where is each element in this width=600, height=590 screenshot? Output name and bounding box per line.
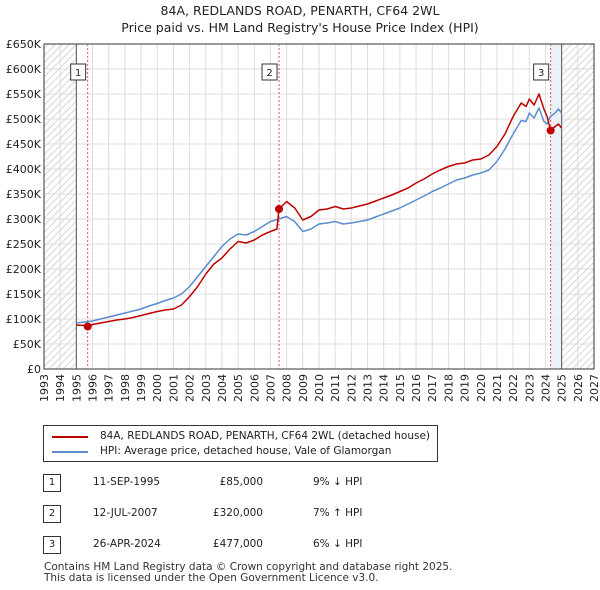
- x-tick-label: 2004: [216, 374, 229, 402]
- x-tick-label: 2008: [281, 374, 294, 402]
- y-tick-label: £550K: [6, 88, 42, 101]
- x-tick-label: 2005: [232, 374, 245, 402]
- legend-label-hpi: HPI: Average price, detached house, Vale…: [100, 445, 392, 457]
- x-tick-label: 2024: [539, 374, 552, 402]
- y-tick-label: £650K: [6, 38, 42, 51]
- y-tick-label: £300K: [6, 213, 42, 226]
- transaction-label-box: [70, 63, 87, 81]
- x-tick-label: 2011: [329, 374, 342, 402]
- x-tick-label: 2009: [297, 374, 310, 402]
- x-tick-label: 2018: [442, 374, 455, 402]
- legend: 84A, REDLANDS ROAD, PENARTH, CF64 2WL (d…: [43, 425, 438, 462]
- x-tick-label: 1998: [119, 374, 132, 402]
- property-series-line: [76, 93, 563, 328]
- x-tick-label: 2003: [200, 374, 213, 402]
- y-tick-label: £150K: [6, 288, 42, 301]
- transaction-date: 11-SEP-1995: [93, 476, 161, 488]
- transaction-hpi: 9% ↓ HPI: [313, 476, 363, 488]
- transaction-marker: [83, 322, 92, 331]
- x-tick-label: 2021: [491, 374, 504, 402]
- footer-copyright: Contains HM Land Registry data © Crown c…: [44, 561, 453, 573]
- chart-title: 84A, REDLANDS ROAD, PENARTH, CF64 2WL: [160, 3, 440, 18]
- transaction-number: 1: [43, 474, 61, 492]
- x-tick-label: 2014: [378, 374, 391, 402]
- y-tick-label: £250K: [6, 238, 42, 251]
- x-tick-label: 1999: [135, 374, 148, 402]
- y-tick-label: £200K: [6, 263, 42, 276]
- y-tick-label: £450K: [6, 138, 42, 151]
- transaction-label: 3: [538, 68, 544, 79]
- transaction-number: 2: [43, 505, 61, 523]
- chart-subtitle: Price paid vs. HM Land Registry's House …: [121, 20, 479, 35]
- x-tick-label: 1996: [87, 374, 100, 402]
- transaction-label-box: [533, 63, 550, 81]
- x-tick-label: 2017: [426, 374, 439, 402]
- x-tick-label: 2025: [556, 374, 569, 402]
- transaction-marker: [546, 126, 555, 135]
- x-tick-label: 2023: [523, 374, 536, 402]
- x-tick-label: 2022: [507, 374, 520, 402]
- x-tick-label: 2002: [184, 374, 197, 402]
- legend-swatch-property: [52, 436, 88, 438]
- transaction-hpi: 7% ↑ HPI: [313, 507, 363, 519]
- x-tick-label: 2019: [459, 374, 472, 402]
- x-tick-label: 2020: [475, 374, 488, 402]
- x-tick-label: 2012: [345, 374, 358, 402]
- x-tick-label: 1993: [38, 374, 51, 402]
- x-tick-label: 1997: [103, 374, 116, 402]
- x-tick-label: 1995: [70, 374, 83, 402]
- transaction-hpi: 6% ↓ HPI: [313, 538, 363, 550]
- x-tick-label: 2015: [394, 374, 407, 402]
- y-tick-label: £500K: [6, 113, 42, 126]
- x-tick-label: 1994: [54, 374, 67, 402]
- y-tick-label: £100K: [6, 313, 42, 326]
- legend-label-property: 84A, REDLANDS ROAD, PENARTH, CF64 2WL (d…: [100, 430, 431, 442]
- legend-swatch-hpi: [52, 451, 88, 453]
- price-chart: 1 2 3 £0 £50K £100K £150K £200K £250K £300K £350K £…: [6, 38, 600, 402]
- x-tick-label: 2027: [588, 374, 600, 402]
- x-tick-label: 2000: [151, 374, 164, 402]
- footer-licence: This data is licensed under the Open Gov…: [44, 572, 379, 584]
- transaction-marker: [275, 205, 284, 213]
- x-tick-label: 2010: [313, 374, 326, 402]
- plot-border: [43, 43, 595, 370]
- x-tick-label: 2026: [572, 374, 585, 402]
- transaction-price: £320,000: [212, 507, 263, 519]
- x-tick-label: 2007: [264, 374, 277, 402]
- transaction-number: 3: [43, 536, 61, 554]
- transaction-price: £477,000: [212, 538, 263, 550]
- transaction-label: 1: [75, 68, 81, 79]
- post-sale-band: [550, 44, 562, 369]
- x-tick-label: 2006: [248, 374, 261, 402]
- transaction-date: 12-JUL-2007: [93, 507, 158, 519]
- transaction-price: £85,000: [219, 476, 263, 488]
- x-tick-label: 2001: [167, 374, 180, 402]
- transaction-date: 26-APR-2024: [93, 538, 161, 550]
- transaction-label-box: [261, 63, 278, 81]
- y-tick-label: £400K: [6, 163, 42, 176]
- y-tick-label: £50K: [13, 338, 42, 351]
- x-tick-label: 2016: [410, 374, 423, 402]
- x-tick-label: 2013: [362, 374, 375, 402]
- transaction-label: 2: [266, 68, 272, 79]
- y-tick-label: £600K: [6, 63, 42, 76]
- y-tick-label: £350K: [6, 188, 42, 201]
- hpi-series-line: [76, 107, 563, 324]
- y-tick-label: £0: [27, 363, 41, 376]
